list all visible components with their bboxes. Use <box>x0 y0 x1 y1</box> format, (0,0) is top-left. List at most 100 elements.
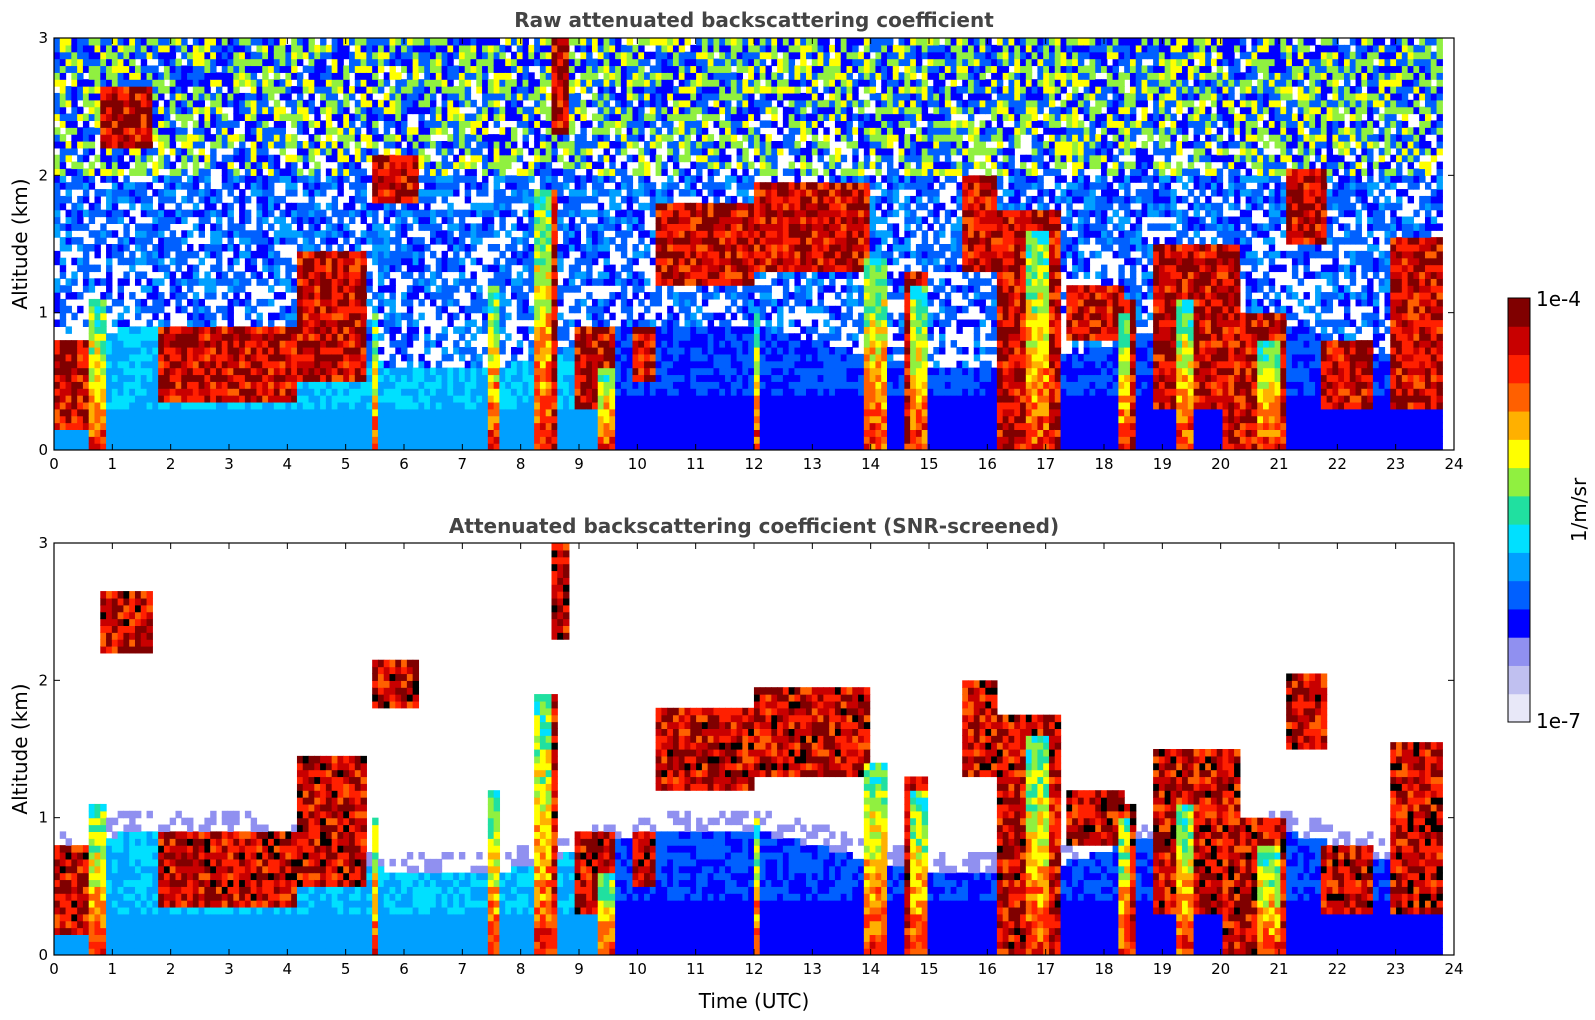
heatmap-cell <box>447 113 454 121</box>
heatmap-cell <box>354 257 362 266</box>
heatmap-cell <box>372 340 379 348</box>
heatmap-cell <box>175 154 182 163</box>
heatmap-cell <box>395 106 402 115</box>
heatmap-cell <box>597 120 605 128</box>
heatmap-cell <box>308 388 315 396</box>
heatmap-cell <box>210 408 217 417</box>
heatmap-cell <box>221 340 229 348</box>
heatmap-cell <box>134 147 142 156</box>
heatmap-cell <box>603 72 610 80</box>
heatmap-cell <box>279 360 286 369</box>
heatmap-cell <box>325 264 333 273</box>
heatmap-cell <box>215 209 223 218</box>
heatmap-cell <box>377 38 385 46</box>
heatmap-cell <box>244 374 252 382</box>
heatmap-cell <box>522 195 529 204</box>
heatmap-cell <box>146 106 153 115</box>
heatmap-cell <box>557 134 564 142</box>
heatmap-cell <box>227 319 234 327</box>
heatmap-cell <box>198 415 205 424</box>
heatmap-cell <box>505 141 512 149</box>
heatmap-cell <box>325 429 333 437</box>
heatmap-cell <box>528 326 535 334</box>
heatmap-cell <box>106 340 113 348</box>
heatmap-cell <box>354 161 362 170</box>
heatmap-cell <box>603 65 610 73</box>
heatmap-cell <box>435 65 443 73</box>
heatmap-cell <box>447 182 454 190</box>
heatmap-cell <box>296 381 304 389</box>
heatmap-cell <box>395 401 402 410</box>
heatmap-cell <box>314 278 321 286</box>
heatmap-cell <box>129 401 136 410</box>
heatmap-cell <box>447 147 454 156</box>
heatmap-cell <box>169 333 177 341</box>
heatmap-cell <box>331 422 339 430</box>
heatmap-cell <box>412 72 420 80</box>
heatmap-cell <box>239 216 246 224</box>
heatmap-cell <box>343 367 350 376</box>
heatmap-cell <box>615 401 622 410</box>
heatmap-cell <box>129 65 136 73</box>
heatmap-cell <box>198 99 205 108</box>
heatmap-cell <box>597 79 605 87</box>
heatmap-cell <box>395 189 402 197</box>
heatmap-cell <box>424 182 431 190</box>
heatmap-cell <box>522 134 529 142</box>
heatmap-cell <box>447 353 454 362</box>
heatmap-cell <box>591 250 599 259</box>
heatmap-cell <box>609 340 616 348</box>
heatmap-cell <box>563 58 570 67</box>
heatmap-cell <box>354 347 362 355</box>
heatmap-cell <box>360 340 367 348</box>
heatmap-cell <box>493 305 501 314</box>
heatmap-cell <box>123 86 130 94</box>
heatmap-cell <box>360 395 367 403</box>
heatmap-cell <box>580 408 587 417</box>
heatmap-cell <box>430 436 437 444</box>
heatmap-cell <box>82 415 90 424</box>
heatmap-cell <box>82 374 90 382</box>
heatmap-cell <box>574 401 582 410</box>
heatmap-cell <box>268 353 275 362</box>
heatmap-cell <box>493 189 501 197</box>
heatmap-cell <box>609 106 616 115</box>
heatmap-cell <box>123 257 130 266</box>
heatmap-cell <box>233 326 240 334</box>
heatmap-cell <box>268 141 275 149</box>
heatmap-cell <box>88 113 96 121</box>
heatmap-cell <box>158 154 165 163</box>
heatmap-cell <box>106 244 113 252</box>
heatmap-cell <box>372 141 379 149</box>
heatmap-cell <box>88 395 96 403</box>
heatmap-cell <box>360 436 367 444</box>
heatmap-cell <box>210 65 217 73</box>
heatmap-cell <box>210 51 217 60</box>
heatmap-cell <box>539 189 547 197</box>
heatmap-cell <box>296 58 304 67</box>
heatmap-cell <box>262 298 269 307</box>
heatmap-cell <box>597 237 605 245</box>
heatmap-cell <box>493 278 501 286</box>
heatmap-cell <box>418 443 425 450</box>
heatmap-cell <box>620 367 628 376</box>
heatmap-cell <box>360 333 367 341</box>
heatmap-cell <box>337 154 344 163</box>
heatmap-cell <box>308 443 315 450</box>
heatmap-cell <box>279 312 286 321</box>
heatmap-cell <box>268 298 275 307</box>
heatmap-cell <box>325 436 333 444</box>
heatmap-cell <box>360 347 367 355</box>
heatmap-cell <box>343 127 350 135</box>
heatmap-cell <box>140 72 148 80</box>
heatmap-cell <box>175 86 182 94</box>
heatmap-cell <box>54 189 61 197</box>
heatmap-cell <box>366 408 373 417</box>
heatmap-cell <box>586 401 593 410</box>
heatmap-cell <box>296 360 304 369</box>
heatmap-cell <box>239 298 246 307</box>
heatmap-cell <box>574 209 582 218</box>
heatmap-cell <box>458 127 466 135</box>
heatmap-cell <box>320 415 327 424</box>
heatmap-cell <box>354 326 362 334</box>
